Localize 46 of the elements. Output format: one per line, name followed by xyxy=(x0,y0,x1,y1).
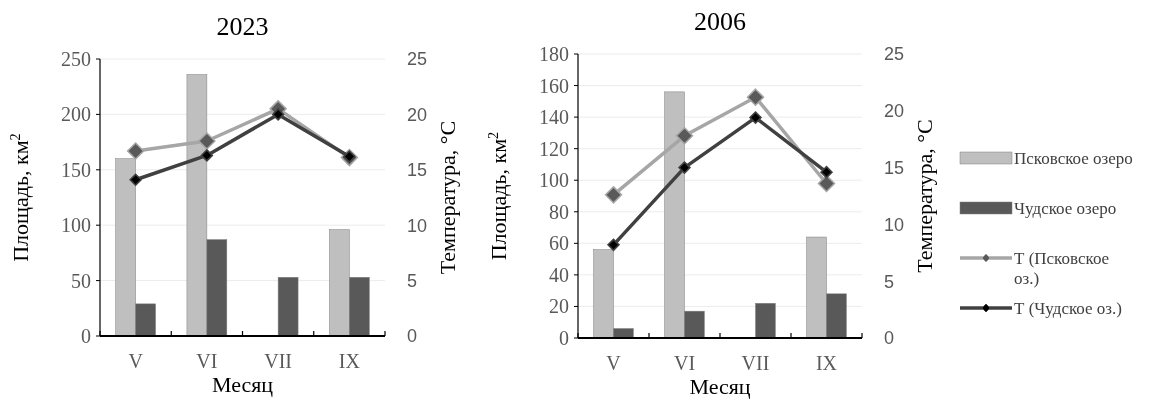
chart-title: 2023 xyxy=(216,12,269,41)
y2-tick-label: 10 xyxy=(407,215,428,236)
y-tick-label: 200 xyxy=(61,103,91,126)
y2-axis-title: Температура, °C xyxy=(435,120,460,275)
y-tick-label: 40 xyxy=(549,263,569,286)
y-tick-label: 250 xyxy=(61,48,91,70)
x-axis-title: Месяц xyxy=(689,374,751,399)
y-tick-label: 140 xyxy=(539,106,569,129)
y-tick-label: 0 xyxy=(81,325,91,347)
y2-tick-label: 5 xyxy=(884,271,895,292)
x-tick-label: IX xyxy=(815,352,838,374)
y-tick-label: 120 xyxy=(539,137,569,160)
y-tick-label: 50 xyxy=(71,269,91,292)
y-tick-label: 60 xyxy=(549,232,569,255)
y2-tick-label: 25 xyxy=(407,49,428,70)
y-tick-label: 150 xyxy=(61,158,91,181)
legend-label: Псковское озеро xyxy=(1014,148,1133,168)
chart-title: 2006 xyxy=(694,7,746,36)
x-tick-label: V xyxy=(128,350,144,372)
y2-tick-label: 0 xyxy=(884,328,895,349)
x-tick-label: VI xyxy=(673,352,696,374)
x-tick-label: VII xyxy=(264,350,293,372)
y2-tick-label: 20 xyxy=(884,101,905,122)
y-tick-label: 20 xyxy=(549,295,569,318)
legend-label: Т (Чудское оз.) xyxy=(1014,298,1122,318)
x-tick-label: IX xyxy=(338,350,361,372)
y-tick-label: 0 xyxy=(559,327,569,349)
y2-tick-label: 10 xyxy=(884,214,905,235)
y-tick-label: 100 xyxy=(61,214,91,237)
y-tick-label: 80 xyxy=(549,200,569,223)
y-tick-label: 160 xyxy=(539,74,569,97)
y2-axis-title: Температура, °C xyxy=(912,119,937,273)
x-axis-title: Месяц xyxy=(211,372,274,397)
x-tick-label: VI xyxy=(196,350,218,372)
y2-tick-label: 0 xyxy=(407,326,418,347)
legend-label: Т (Псковское оз.) xyxy=(1014,248,1110,288)
y2-tick-label: 25 xyxy=(884,44,905,65)
y-tick-label: 180 xyxy=(539,43,569,65)
y2-tick-label: 15 xyxy=(407,160,428,181)
y2-tick-label: 15 xyxy=(884,157,905,178)
y-tick-label: 100 xyxy=(539,169,569,192)
x-tick-label: V xyxy=(606,352,622,374)
x-tick-label: VII xyxy=(741,352,770,374)
y2-tick-label: 5 xyxy=(407,270,418,291)
y2-tick-label: 20 xyxy=(407,104,428,125)
legend-label: Чудское озеро xyxy=(1014,198,1117,218)
